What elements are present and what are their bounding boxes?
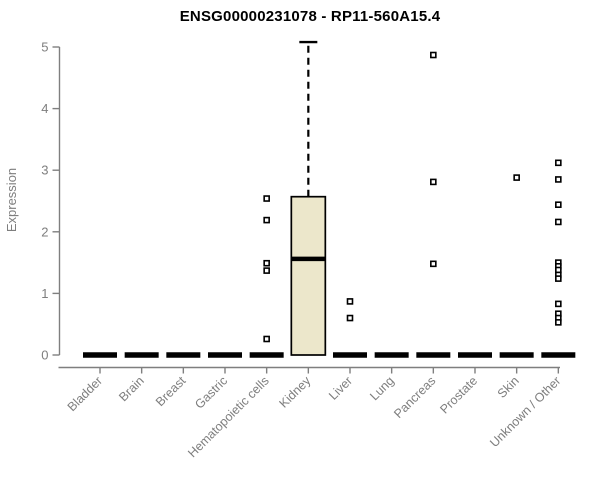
outlier-point: [555, 319, 562, 326]
x-tick-label: Breast: [153, 373, 189, 409]
outlier-point: [555, 176, 562, 183]
outlier-point: [555, 218, 562, 226]
x-tick-label: Lung: [367, 374, 397, 404]
y-tick-label: 1: [41, 286, 48, 301]
outlier-point: [555, 300, 562, 308]
y-tick-label: 4: [41, 101, 48, 116]
chart-title: ENSG00000231078 - RP11-560A15.4: [179, 8, 441, 25]
x-tick-label: Skin: [495, 374, 522, 401]
flat-box-bar: [457, 352, 492, 358]
flat-box-bar: [332, 352, 367, 358]
x-tick-label: Kidney: [277, 373, 314, 410]
outlier-point: [263, 216, 270, 224]
outlier-point: [430, 260, 437, 268]
flat-box-bar: [124, 352, 159, 358]
y-tick-label: 3: [41, 163, 48, 178]
flat-box-bar: [499, 352, 534, 358]
outlier-point: [263, 195, 270, 202]
y-tick-label: 5: [41, 40, 48, 55]
flat-box-bar: [249, 352, 284, 358]
x-tick-label: Unknown / Other: [487, 374, 563, 450]
flat-box-bar: [83, 352, 117, 358]
box-body: [290, 195, 327, 356]
flat-box-bar: [541, 352, 576, 358]
outlier-point: [513, 174, 520, 181]
outlier-point: [263, 259, 270, 267]
outlier-point: [430, 178, 437, 186]
outlier-point: [346, 298, 354, 305]
flat-box-bar: [374, 352, 409, 358]
x-tick-label: Liver: [326, 374, 355, 403]
y-tick-label: 2: [41, 224, 48, 239]
x-tick-label: Prostate: [437, 374, 480, 417]
flat-box-bar: [166, 352, 201, 358]
outlier-point: [555, 201, 562, 208]
x-tick-label: Hematopoietic cells: [185, 374, 272, 461]
flat-box-bar: [416, 352, 451, 358]
x-tick-label: Pancreas: [391, 374, 438, 421]
x-tick-label: Brain: [116, 374, 147, 405]
outlier-point: [555, 159, 562, 167]
x-tick-label: Gastric: [192, 374, 230, 412]
y-tick-label: 0: [41, 348, 48, 363]
outlier-point: [430, 51, 437, 59]
outlier-point: [555, 275, 562, 282]
x-tick-label: Bladder: [65, 374, 105, 414]
outlier-point: [263, 335, 270, 343]
outlier-point: [263, 267, 270, 274]
flat-box-bar: [207, 352, 242, 358]
outlier-point: [346, 314, 354, 322]
